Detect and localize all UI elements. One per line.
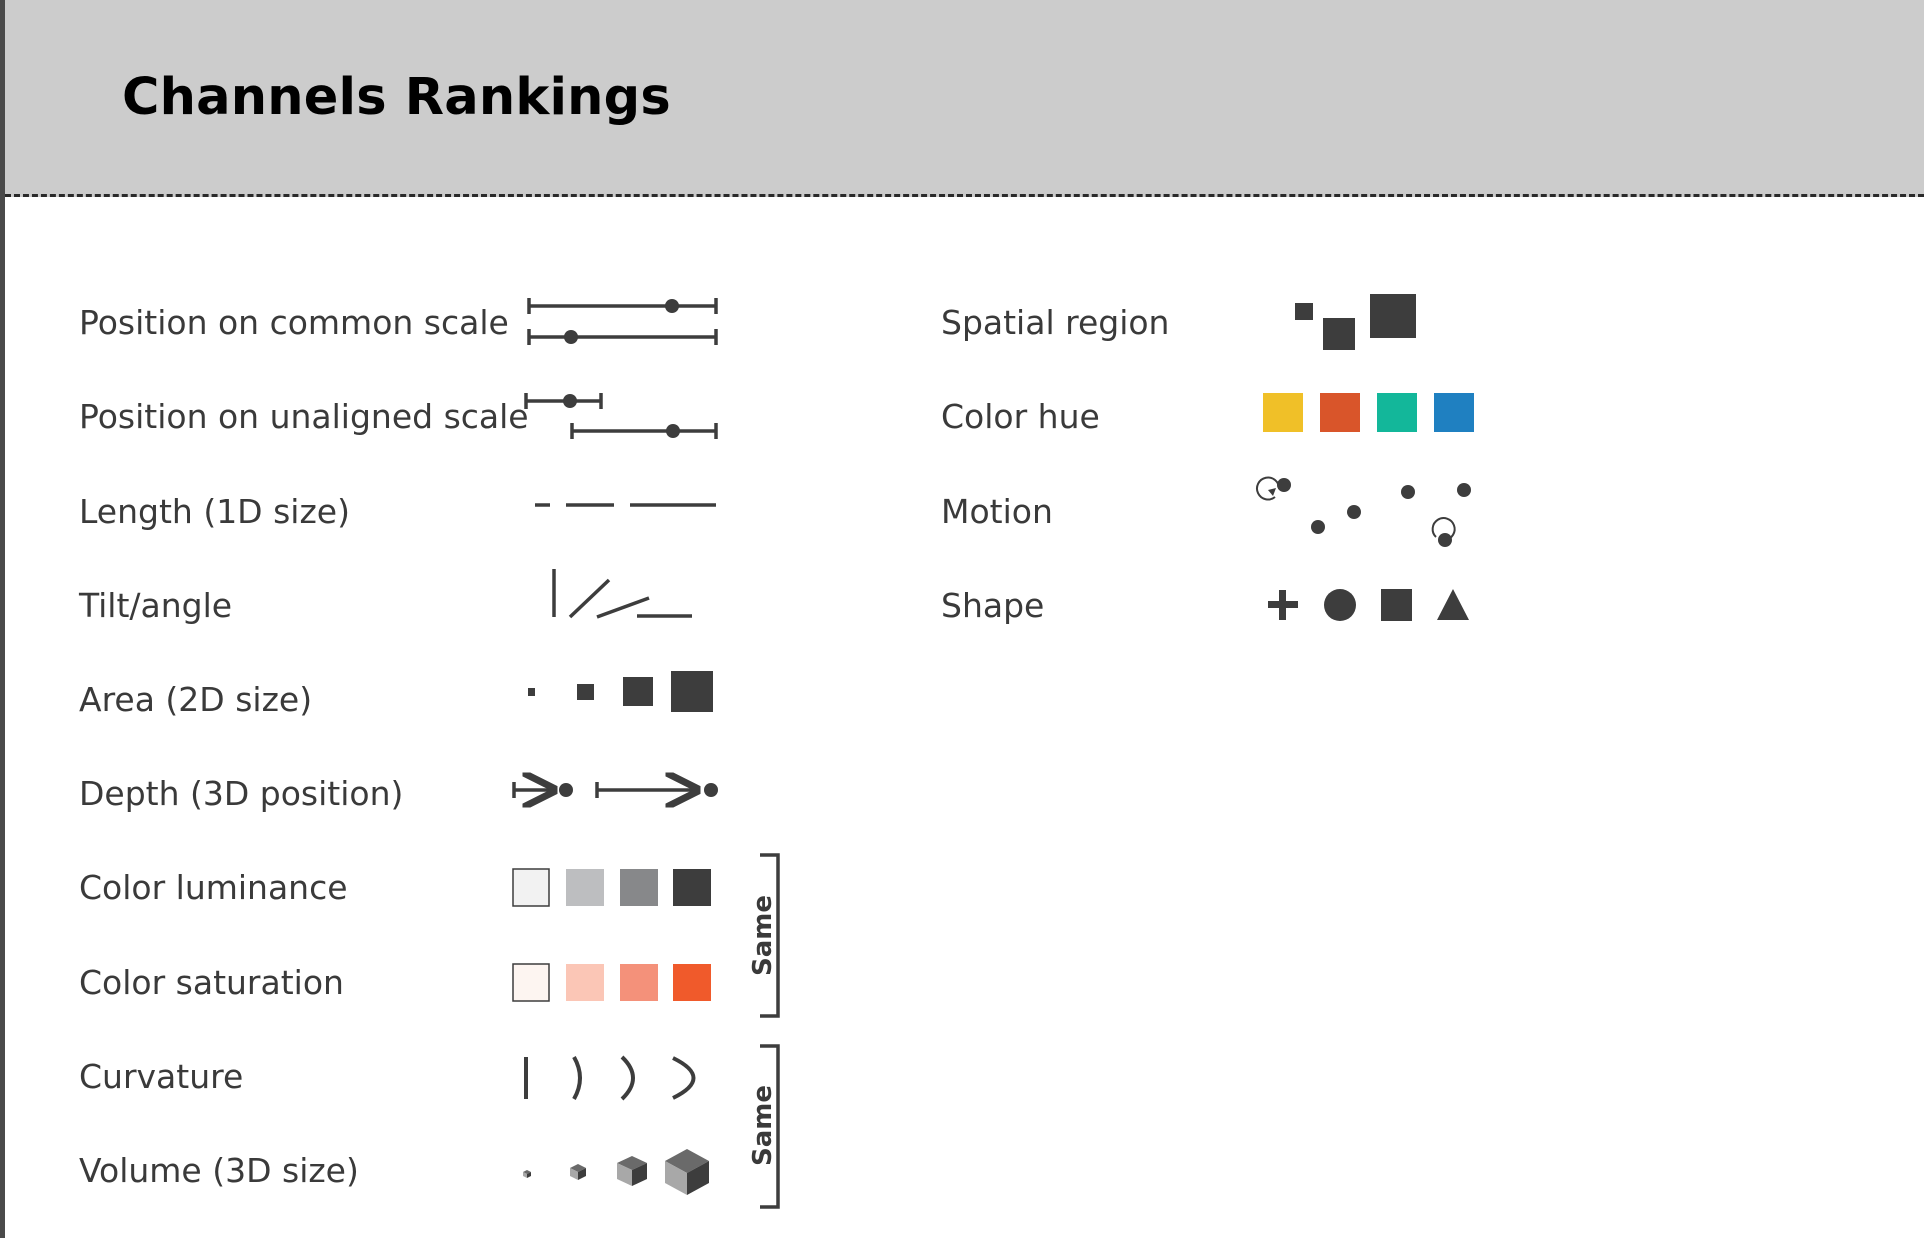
page-title: Channels Rankings	[122, 68, 671, 127]
label-area: Area (2D size)	[79, 680, 313, 719]
label-color-hue: Color hue	[941, 397, 1100, 436]
same-bracket-color	[760, 853, 780, 1018]
position-unaligned-scale-icon	[524, 393, 718, 439]
motion-icon	[1256, 476, 1471, 547]
depth-icon	[512, 782, 718, 798]
saturation-swatches-icon	[512, 963, 711, 1002]
left-border	[0, 0, 5, 1238]
same-bracket-shape-size	[760, 1044, 780, 1209]
label-color-saturation: Color saturation	[79, 963, 344, 1002]
label-length: Length (1D size)	[79, 492, 350, 531]
label-position-unaligned-scale: Position on unaligned scale	[79, 397, 529, 436]
curvature-icon	[524, 1055, 696, 1101]
spatial-region-icon	[1295, 294, 1416, 350]
label-curvature: Curvature	[79, 1057, 244, 1096]
tilt-angle-icon	[552, 569, 692, 619]
label-shape: Shape	[941, 586, 1045, 625]
color-hue-swatches-icon	[1263, 393, 1474, 432]
position-common-scale-icon	[527, 298, 718, 345]
label-motion: Motion	[941, 492, 1053, 531]
shapes-icon	[1268, 589, 1469, 621]
area-icon	[528, 671, 713, 712]
volume-cubes-icon	[523, 1149, 709, 1195]
header-bar: Channels Rankings	[5, 0, 1924, 197]
label-spatial-region: Spatial region	[941, 303, 1170, 342]
label-depth: Depth (3D position)	[79, 774, 404, 813]
label-position-common-scale: Position on common scale	[79, 303, 509, 342]
label-volume: Volume (3D size)	[79, 1151, 359, 1190]
label-tilt-angle: Tilt/angle	[79, 586, 233, 625]
luminance-swatches-icon	[512, 868, 711, 907]
label-color-luminance: Color luminance	[79, 868, 348, 907]
